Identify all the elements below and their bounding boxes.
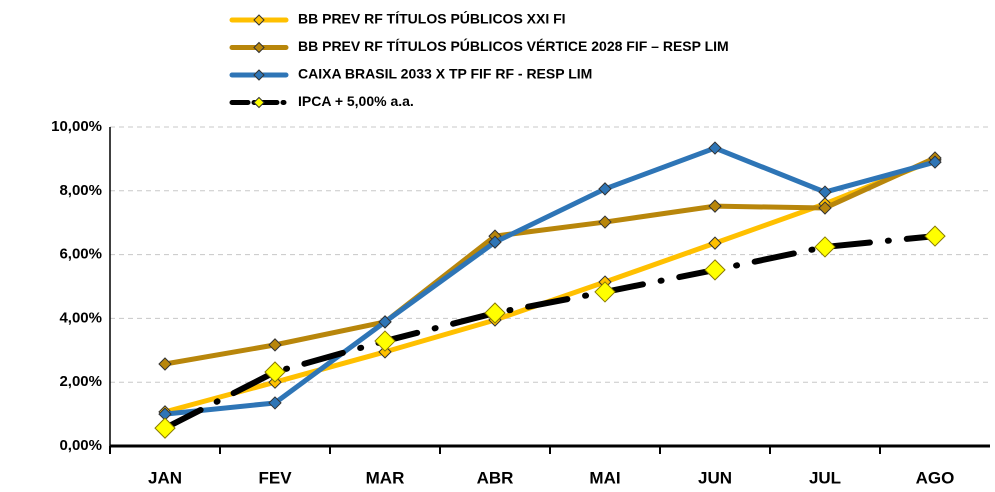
marker (598, 182, 612, 196)
marker (814, 236, 836, 258)
marker (264, 361, 286, 383)
x-tick-label: AGO (916, 468, 955, 487)
marker (374, 330, 396, 352)
marker (598, 215, 612, 229)
marker (268, 338, 282, 352)
marker (484, 302, 506, 324)
series-line (162, 145, 938, 417)
legend-marker (253, 14, 265, 26)
x-tick-label: MAI (589, 468, 620, 487)
legend-label: BB PREV RF TÍTULOS PÚBLICOS XXI FI (298, 10, 566, 27)
marker (928, 155, 942, 169)
legend-label: IPCA + 5,00% a.a. (298, 93, 414, 109)
x-tick-label: JUN (698, 468, 732, 487)
marker (268, 396, 282, 410)
marker (154, 417, 176, 439)
marker (704, 259, 726, 281)
marker (378, 315, 392, 329)
legend-marker (253, 96, 265, 109)
marker (158, 357, 172, 371)
x-tick-label: FEV (258, 468, 292, 487)
marker (818, 185, 832, 199)
marker (708, 236, 722, 250)
marker (708, 141, 722, 155)
y-tick-label: 8,00% (59, 182, 102, 199)
marker (594, 281, 616, 303)
legend-marker (253, 69, 265, 81)
y-tick-label: 10,00% (51, 118, 102, 135)
marker (378, 345, 392, 359)
x-tick-label: MAR (366, 468, 405, 487)
y-tick-label: 6,00% (59, 246, 102, 263)
series-line (162, 233, 938, 432)
marker (488, 235, 502, 249)
y-tick-label: 2,00% (59, 373, 102, 390)
series-line (162, 155, 938, 367)
marker (924, 225, 946, 247)
legend-label: CAIXA BRASIL 2033 X TP FIF RF - RESP LIM (298, 66, 592, 82)
legend-label: BB PREV RF TÍTULOS PÚBLICOS VÉRTICE 2028… (298, 37, 729, 54)
y-tick-label: 4,00% (59, 309, 102, 326)
x-tick-label: JUL (809, 468, 841, 487)
x-tick-label: JAN (148, 468, 182, 487)
y-tick-label: 0,00% (59, 437, 102, 454)
marker (708, 199, 722, 213)
x-tick-label: ABR (477, 468, 514, 487)
marker (818, 201, 832, 215)
legend-marker (253, 41, 265, 54)
